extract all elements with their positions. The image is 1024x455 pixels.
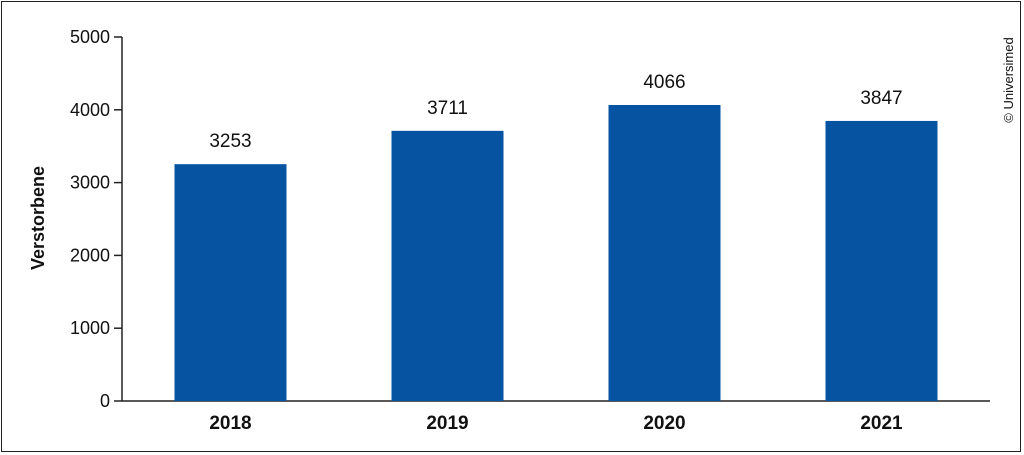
x-tick-label-2021: 2021 xyxy=(860,413,903,434)
y-axis: 0 1000 2000 3000 4000 5000 xyxy=(70,27,123,411)
y-tick-label: 1000 xyxy=(70,318,110,338)
data-label-2021: 3847 xyxy=(860,88,902,109)
data-label-2020: 4066 xyxy=(643,72,685,93)
data-label-2019: 3711 xyxy=(427,98,468,119)
x-tick-label-2019: 2019 xyxy=(426,413,468,434)
bar-2018 xyxy=(174,164,287,401)
x-axis: 2018 2019 2020 2021 xyxy=(122,400,990,434)
y-tick-label: 2000 xyxy=(70,245,110,265)
y-axis-title: Verstorbene xyxy=(28,166,48,270)
bar-2019 xyxy=(391,130,504,401)
y-tick-label: 5000 xyxy=(70,27,110,47)
bar-2020 xyxy=(608,104,721,401)
x-tick-label-2018: 2018 xyxy=(209,413,251,434)
y-tick-label: 0 xyxy=(100,391,110,411)
data-label-2018: 3253 xyxy=(209,131,251,152)
copyright-credit: © Universimed xyxy=(1001,37,1016,122)
y-tick-label: 4000 xyxy=(70,100,110,120)
x-tick-label-2020: 2020 xyxy=(643,413,685,434)
bar-2021 xyxy=(825,120,938,401)
y-tick-label: 3000 xyxy=(70,173,110,193)
bars xyxy=(174,104,938,401)
data-labels: 3253 3711 4066 3847 xyxy=(209,72,902,152)
